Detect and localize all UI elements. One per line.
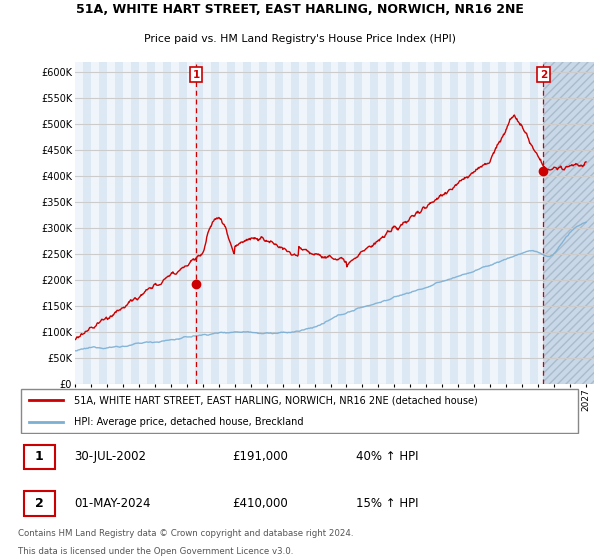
Bar — [187, 62, 195, 384]
Text: 2: 2 — [540, 69, 547, 80]
Text: Price paid vs. HM Land Registry's House Price Index (HPI): Price paid vs. HM Land Registry's House … — [144, 34, 456, 44]
Bar — [506, 62, 514, 384]
Bar — [570, 62, 578, 384]
Bar — [394, 62, 403, 384]
Bar — [410, 62, 418, 384]
Bar — [251, 62, 259, 384]
Bar — [314, 62, 323, 384]
Bar — [299, 62, 307, 384]
Bar — [155, 62, 163, 384]
Bar — [91, 62, 99, 384]
Bar — [346, 62, 355, 384]
Bar — [235, 62, 242, 384]
Bar — [474, 62, 482, 384]
Bar — [490, 62, 498, 384]
Text: 30-JUL-2002: 30-JUL-2002 — [74, 450, 146, 463]
Bar — [171, 62, 179, 384]
Bar — [379, 62, 386, 384]
Text: 2: 2 — [35, 497, 44, 510]
Bar — [283, 62, 290, 384]
Bar — [219, 62, 227, 384]
Bar — [458, 62, 466, 384]
Bar — [107, 62, 115, 384]
FancyBboxPatch shape — [23, 492, 55, 516]
Bar — [331, 62, 338, 384]
Text: 51A, WHITE HART STREET, EAST HARLING, NORWICH, NR16 2NE: 51A, WHITE HART STREET, EAST HARLING, NO… — [76, 3, 524, 16]
Text: £191,000: £191,000 — [232, 450, 288, 463]
Bar — [538, 62, 546, 384]
Text: Contains HM Land Registry data © Crown copyright and database right 2024.: Contains HM Land Registry data © Crown c… — [18, 529, 353, 538]
Text: HPI: Average price, detached house, Breckland: HPI: Average price, detached house, Brec… — [74, 417, 304, 427]
FancyBboxPatch shape — [23, 445, 55, 469]
Bar — [75, 62, 83, 384]
Text: 51A, WHITE HART STREET, EAST HARLING, NORWICH, NR16 2NE (detached house): 51A, WHITE HART STREET, EAST HARLING, NO… — [74, 395, 478, 405]
Bar — [586, 62, 594, 384]
Bar — [442, 62, 450, 384]
Bar — [362, 62, 370, 384]
Bar — [427, 62, 434, 384]
Text: This data is licensed under the Open Government Licence v3.0.: This data is licensed under the Open Gov… — [18, 547, 293, 556]
Text: 40% ↑ HPI: 40% ↑ HPI — [356, 450, 419, 463]
Text: 1: 1 — [193, 69, 200, 80]
Text: £410,000: £410,000 — [232, 497, 288, 510]
Bar — [123, 62, 131, 384]
Text: 1: 1 — [35, 450, 44, 463]
Bar — [554, 62, 562, 384]
FancyBboxPatch shape — [21, 389, 578, 433]
Text: 01-MAY-2024: 01-MAY-2024 — [74, 497, 151, 510]
Bar — [544, 62, 594, 384]
Bar — [203, 62, 211, 384]
Text: 15% ↑ HPI: 15% ↑ HPI — [356, 497, 419, 510]
Bar — [522, 62, 530, 384]
Bar — [139, 62, 147, 384]
Bar — [266, 62, 275, 384]
Bar — [544, 62, 594, 384]
